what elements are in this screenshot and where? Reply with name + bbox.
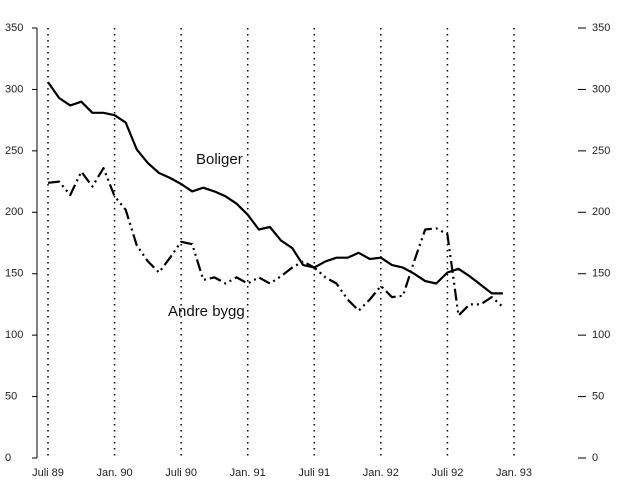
y2-tick-label: 300 [592,83,610,95]
x-tick-label: Jan. 92 [363,467,399,479]
series-line [47,167,504,317]
y-tick-label: 150 [5,268,23,280]
y2-tick-label: 0 [592,452,598,464]
y-tick-label: 250 [5,145,23,157]
x-tick-label: Juli 91 [298,467,330,479]
x-tick-label: Juli 92 [432,467,464,479]
y-tick-label: 0 [5,452,11,464]
y2-tick-label: 100 [592,329,610,341]
series-line [47,81,503,295]
y2-tick-label: 150 [592,268,610,280]
y-tick-label: 350 [5,22,23,34]
x-tick-label: Juli 89 [32,467,64,479]
y2-tick-label: 50 [592,390,604,402]
annotation: Boliger [196,151,243,168]
y2-tick-label: 200 [592,206,610,218]
y-tick-label: 100 [5,329,23,341]
y2-tick-label: 350 [592,22,610,34]
x-tick-label: Jan. 93 [496,467,532,479]
x-tick-label: Jan. 90 [97,467,133,479]
x-tick-label: Juli 90 [165,467,197,479]
y2-tick-label: 250 [592,145,610,157]
annotation: Andre bygg [168,303,245,320]
y-tick-label: 50 [5,390,17,402]
y-tick-label: 200 [5,206,23,218]
y-tick-label: 300 [5,83,23,95]
x-tick-label: Jan. 91 [230,467,266,479]
